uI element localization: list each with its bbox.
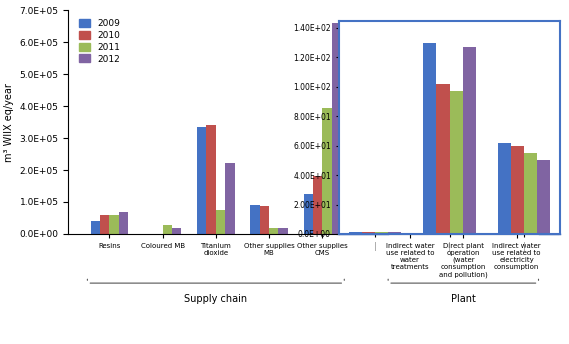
Bar <box>278 227 288 234</box>
Bar <box>362 233 375 234</box>
Bar <box>323 108 332 234</box>
Bar <box>163 225 172 234</box>
Bar <box>216 210 225 234</box>
Bar <box>524 153 537 234</box>
Bar <box>250 205 259 234</box>
Bar <box>436 84 450 234</box>
Bar <box>259 206 269 234</box>
Legend: 2009, 2010, 2011, 2012: 2009, 2010, 2011, 2012 <box>78 17 122 65</box>
Bar <box>537 160 550 234</box>
Bar <box>303 194 313 234</box>
Bar <box>207 125 216 234</box>
Bar <box>388 233 401 234</box>
Bar <box>100 215 109 234</box>
Bar <box>498 143 511 234</box>
Bar <box>172 228 182 234</box>
Bar <box>332 23 341 234</box>
Text: Plant: Plant <box>451 294 476 304</box>
Bar <box>463 47 476 234</box>
Bar <box>197 127 207 234</box>
Y-axis label: m³ WIIX eq/year: m³ WIIX eq/year <box>4 83 14 162</box>
Bar <box>423 43 436 234</box>
Bar <box>225 163 234 234</box>
Text: Supply chain: Supply chain <box>184 294 248 304</box>
Bar <box>313 176 323 234</box>
Bar <box>269 228 278 234</box>
Bar <box>349 233 362 234</box>
Bar <box>119 212 128 234</box>
Bar <box>511 146 524 234</box>
Bar <box>109 215 119 234</box>
Bar <box>450 91 463 234</box>
Bar <box>375 233 388 234</box>
Bar <box>90 221 100 234</box>
